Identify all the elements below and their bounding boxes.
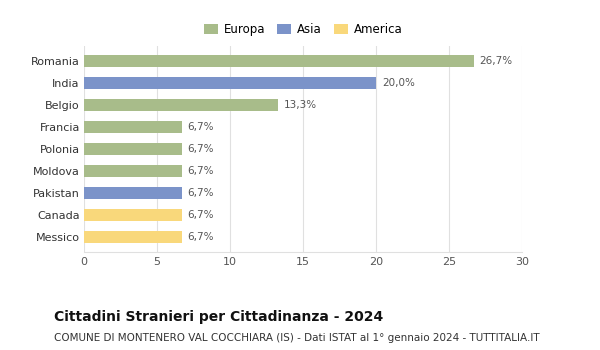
Text: COMUNE DI MONTENERO VAL COCCHIARA (IS) - Dati ISTAT al 1° gennaio 2024 - TUTTITA: COMUNE DI MONTENERO VAL COCCHIARA (IS) -… (54, 333, 539, 343)
Bar (84, 164, 182, 177)
Text: Cittadini Stranieri per Cittadinanza - 2024: Cittadini Stranieri per Cittadinanza - 2… (54, 310, 383, 324)
Text: 6,7%: 6,7% (188, 232, 214, 242)
Bar (84, 143, 182, 155)
Bar (84, 77, 376, 89)
Text: 6,7%: 6,7% (188, 144, 214, 154)
Text: 6,7%: 6,7% (188, 188, 214, 198)
Text: 6,7%: 6,7% (188, 122, 214, 132)
Bar (84, 209, 182, 220)
Text: 13,3%: 13,3% (284, 100, 317, 110)
Bar (84, 121, 182, 133)
Text: 20,0%: 20,0% (382, 78, 415, 88)
Bar (84, 231, 182, 243)
Bar (84, 187, 182, 199)
Bar (84, 99, 278, 111)
Bar (84, 55, 474, 67)
Legend: Europa, Asia, America: Europa, Asia, America (199, 18, 407, 41)
Text: 6,7%: 6,7% (188, 210, 214, 219)
Text: 6,7%: 6,7% (188, 166, 214, 176)
Text: 26,7%: 26,7% (479, 56, 513, 66)
